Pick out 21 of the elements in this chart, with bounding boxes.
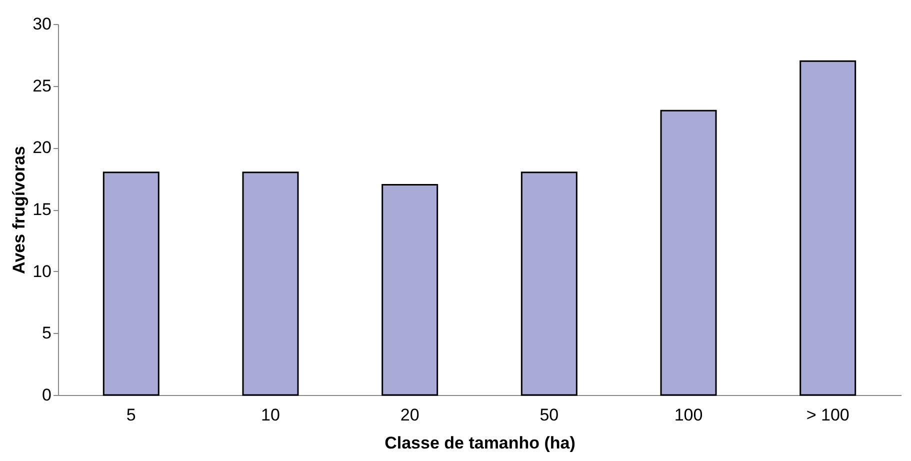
bar xyxy=(102,172,160,396)
bar xyxy=(520,172,578,396)
x-tick-label: 100 xyxy=(674,406,703,424)
y-axis-title: Aves frugívoras xyxy=(10,146,29,274)
x-tick-label: 10 xyxy=(261,406,280,424)
x-tick-label: 50 xyxy=(540,406,559,424)
x-tick-label: > 100 xyxy=(806,406,850,424)
y-tick-label: 5 xyxy=(42,324,52,343)
x-axis-title: Classe de tamanho (ha) xyxy=(384,434,576,452)
y-tick-label: 0 xyxy=(42,386,52,404)
y-tick-label: 10 xyxy=(32,262,52,281)
y-tick-label: 30 xyxy=(32,14,52,34)
y-tick-label: 25 xyxy=(32,76,52,96)
y-tick-label: 20 xyxy=(32,138,52,158)
x-tick-label: 20 xyxy=(400,406,420,424)
x-tick-label: 5 xyxy=(126,406,136,424)
bar xyxy=(242,172,299,396)
bar xyxy=(382,184,438,396)
bar xyxy=(660,110,717,396)
y-tick-label: 15 xyxy=(32,200,52,219)
bar xyxy=(800,60,856,396)
